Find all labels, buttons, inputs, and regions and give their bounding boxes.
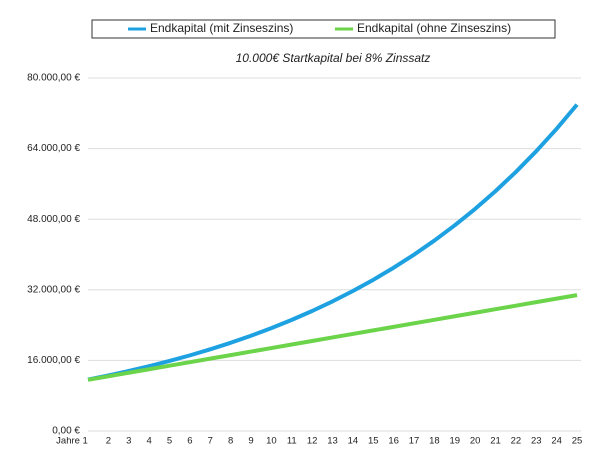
x-tick-label: 2 [106, 436, 111, 447]
y-tick-label: 64.000,00 € [27, 143, 80, 154]
x-tick-label: 14 [348, 436, 359, 447]
x-tick-label: 16 [388, 436, 399, 447]
x-tick-label: 22 [511, 436, 522, 447]
x-tick-label: 7 [208, 436, 213, 447]
legend-label: Endkapital (ohne Zinseszins) [357, 21, 511, 35]
series-line [87, 293, 578, 382]
x-tick-label: 21 [490, 436, 501, 447]
legend-label: Endkapital (mit Zinseszins) [150, 21, 293, 35]
x-tick-label: 24 [551, 436, 562, 447]
x-tick-label: 19 [449, 436, 460, 447]
x-tick-label: 6 [187, 436, 192, 447]
x-tick-label: 25 [572, 436, 583, 447]
y-tick-label: 0,00 € [52, 426, 80, 437]
x-tick-label: 5 [167, 436, 172, 447]
x-tick-label: 15 [368, 436, 379, 447]
y-tick-label: 16.000,00 € [27, 355, 80, 366]
series-line [87, 103, 579, 382]
x-tick-label: 9 [248, 436, 253, 447]
x-tick-label: Jahre 1 [56, 436, 88, 447]
x-tick-label: 8 [228, 436, 233, 447]
x-tick-label: 4 [146, 436, 151, 447]
x-tick-label: 20 [470, 436, 481, 447]
x-tick-label: 12 [307, 436, 318, 447]
x-tick-label: 10 [266, 436, 277, 447]
x-tick-label: 13 [327, 436, 338, 447]
x-tick-label: 17 [409, 436, 420, 447]
x-tick-label: 18 [429, 436, 440, 447]
legend-box [91, 19, 556, 39]
y-tick-label: 48.000,00 € [27, 214, 80, 225]
x-tick-label: 23 [531, 436, 542, 447]
y-tick-label: 80.000,00 € [27, 73, 80, 84]
x-tick-label: 11 [287, 436, 297, 447]
y-tick-label: 32.000,00 € [27, 284, 80, 295]
chart-subtitle: 10.000€ Startkapital bei 8% Zinssatz [236, 51, 431, 65]
x-tick-label: 3 [126, 436, 131, 447]
